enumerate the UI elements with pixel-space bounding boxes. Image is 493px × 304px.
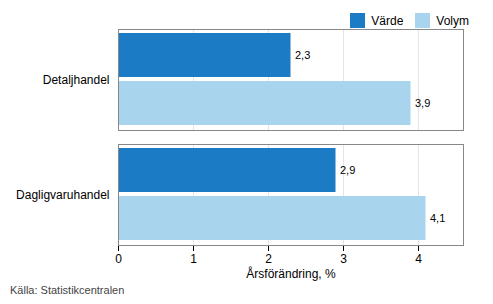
svg-text:2: 2 [265, 252, 272, 266]
svg-text:Dagligvaruhandel: Dagligvaruhandel [16, 188, 109, 202]
html-text:Volym: Volym [436, 13, 469, 28]
html-text:Värde: Värde [371, 13, 404, 28]
svg-text:2,3: 2,3 [295, 49, 310, 61]
svg-text:4,1: 4,1 [430, 212, 445, 224]
svg-text:3: 3 [340, 252, 347, 266]
svg-text:0: 0 [115, 252, 122, 266]
svg-text:Årsförändring, %: Årsförändring, % [246, 266, 336, 281]
svg-text:4: 4 [415, 252, 422, 266]
svg-text:1: 1 [190, 252, 197, 266]
svg-text:3,9: 3,9 [415, 97, 430, 109]
html-text:Källa: Statistikcentralen: Källa: Statistikcentralen [10, 284, 125, 296]
svg-text:Detaljhandel: Detaljhandel [43, 73, 110, 87]
svg-text:2,9: 2,9 [340, 164, 355, 176]
